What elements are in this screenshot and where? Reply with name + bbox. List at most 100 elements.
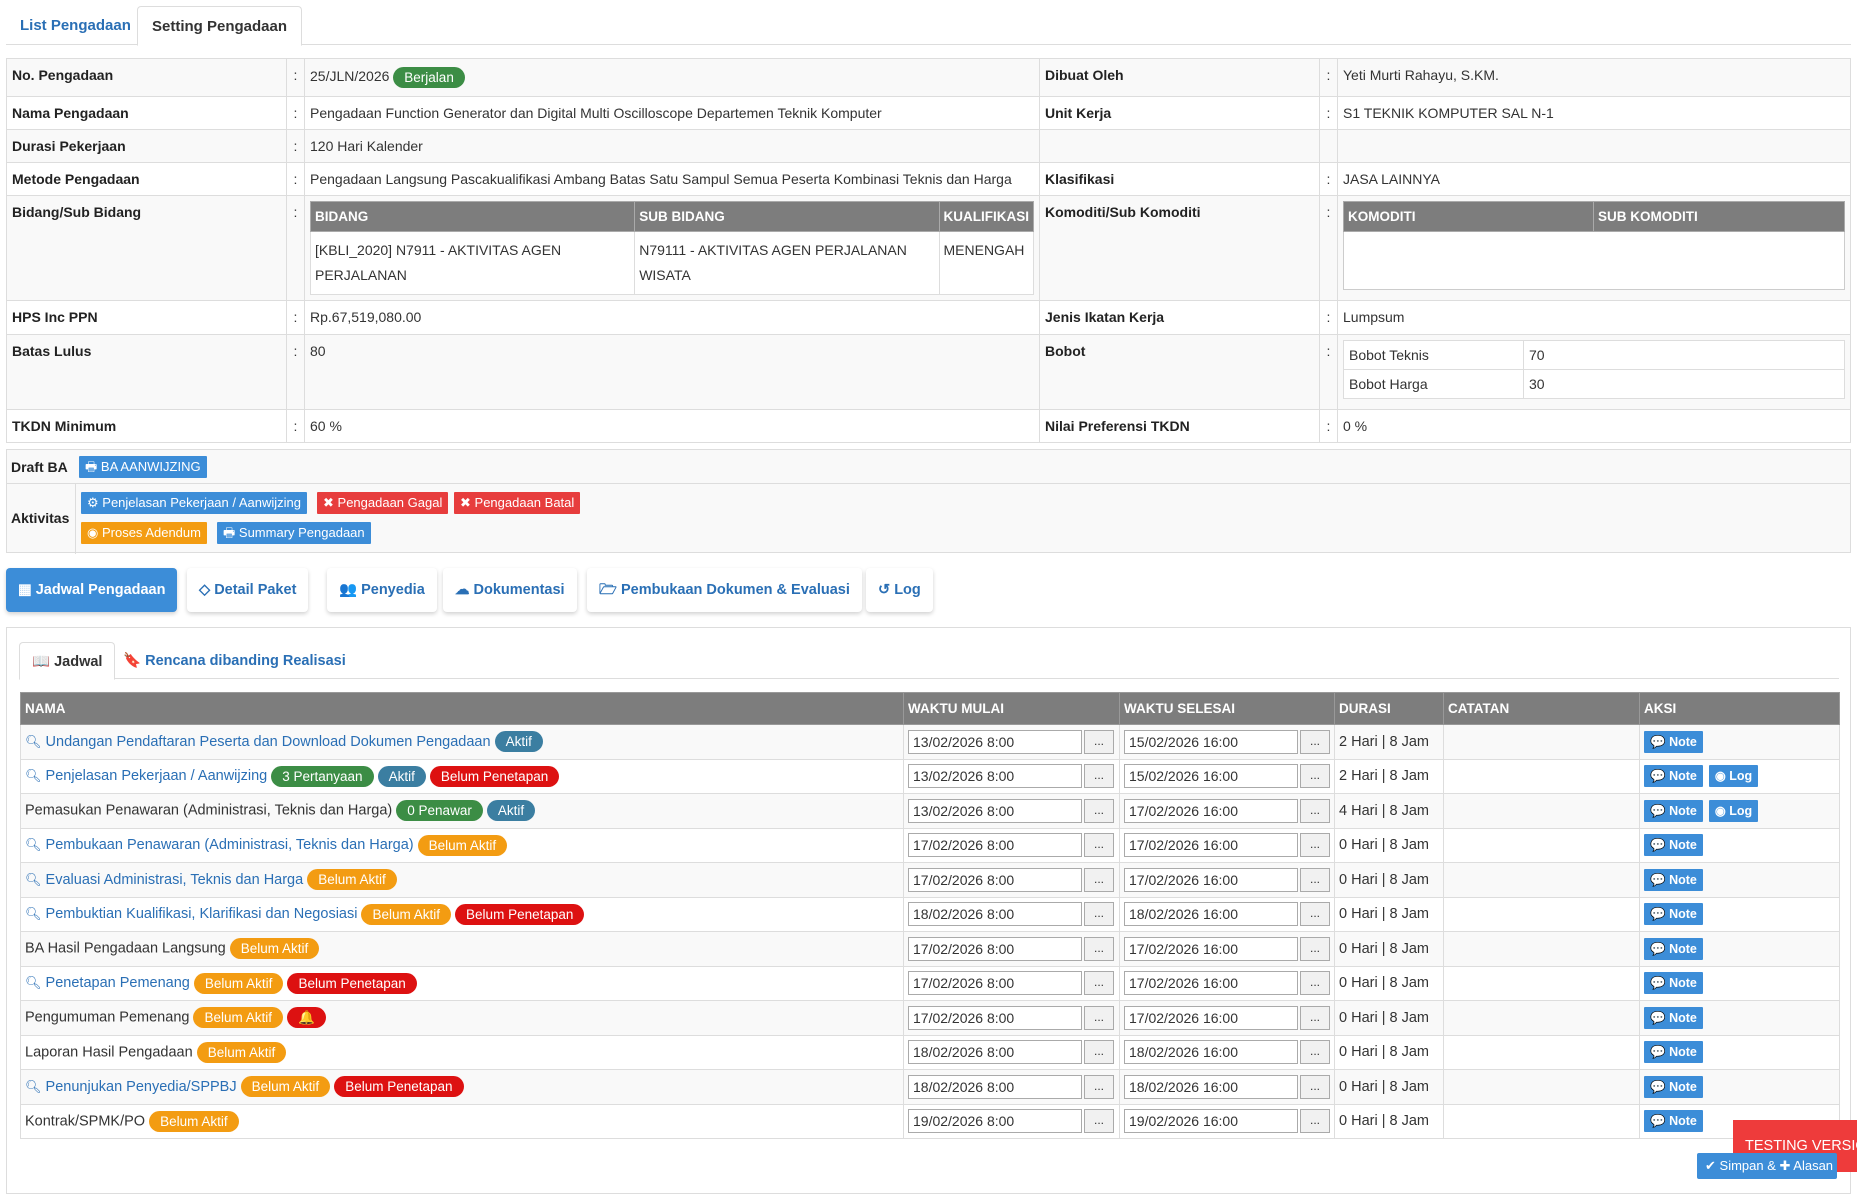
proses-adendum-button[interactable]: ◉ Proses Adendum <box>81 522 207 544</box>
note-button[interactable]: 💬 Note <box>1644 765 1703 788</box>
ba-aanwijzing-button[interactable]: 🖶 BA AANWIJZING <box>79 456 207 478</box>
penjelasan-button[interactable]: ⚙ Penjelasan Pekerjaan / Aanwijzing <box>81 492 308 514</box>
start-time-input[interactable]: 13/02/2026 8:00 <box>908 729 1082 754</box>
duration-cell: 0 Hari | 8 Jam <box>1334 965 1444 1001</box>
end-time-picker-button[interactable]: ... <box>1300 833 1330 858</box>
subtab-jadwal[interactable]: 📖 Jadwal <box>19 642 116 680</box>
start-time-input[interactable]: 18/02/2026 8:00 <box>908 1074 1082 1099</box>
end-time-input[interactable]: 17/02/2026 16:00 <box>1124 1005 1298 1030</box>
note-button[interactable]: 💬 Note <box>1644 799 1703 822</box>
tab-jadwal-pengadaan[interactable]: ▦ Jadwal Pengadaan <box>6 568 178 612</box>
duration-cell: 0 Hari | 8 Jam <box>1334 827 1444 863</box>
start-time-input[interactable]: 17/02/2026 8:00 <box>908 867 1082 892</box>
tab-detail-paket[interactable]: ◇ Detail Paket <box>187 568 309 612</box>
schedule-item-link[interactable]: 🔍︎ Penunjukan Penyedia/SPPBJ <box>25 1078 237 1095</box>
note-button[interactable]: 💬 Note <box>1644 903 1703 926</box>
schedule-item-link[interactable]: 🔍︎ Undangan Pendaftaran Peserta dan Down… <box>25 733 491 750</box>
end-time-input[interactable]: 15/02/2026 16:00 <box>1124 764 1298 789</box>
end-time-picker-button[interactable]: ... <box>1300 764 1330 789</box>
note-button[interactable]: 💬 Note <box>1644 972 1703 995</box>
schedule-item-link[interactable]: 🔍︎ Penjelasan Pekerjaan / Aanwijzing <box>25 768 268 785</box>
schedule-item-link[interactable]: 🔍︎ Evaluasi Administrasi, Teknis dan Har… <box>25 871 304 888</box>
end-time-input[interactable]: 18/02/2026 16:00 <box>1124 902 1298 927</box>
end-time-picker-button[interactable]: ... <box>1300 902 1330 927</box>
tab-log[interactable]: ↺ Log <box>866 568 933 612</box>
note-button[interactable]: 💬 Note <box>1644 730 1703 753</box>
end-time-picker-button[interactable]: ... <box>1300 1040 1330 1065</box>
start-time-picker-button[interactable]: ... <box>1084 729 1114 754</box>
start-time-picker-button[interactable]: ... <box>1084 971 1114 996</box>
end-time-input[interactable]: 17/02/2026 16:00 <box>1124 798 1298 823</box>
note-button[interactable]: 💬 Note <box>1644 868 1703 891</box>
end-time-picker-button[interactable]: ... <box>1300 729 1330 754</box>
note-button[interactable]: 💬 Note <box>1644 1006 1703 1029</box>
start-time-picker-button[interactable]: ... <box>1084 1109 1114 1134</box>
tab-dokumentasi[interactable]: ☁ Dokumentasi <box>443 568 577 612</box>
log-button[interactable]: ◉ Log <box>1708 799 1759 822</box>
start-time-picker-button[interactable]: ... <box>1084 936 1114 961</box>
note-button[interactable]: 💬 Note <box>1644 1110 1703 1133</box>
end-time-picker-button[interactable]: ... <box>1300 936 1330 961</box>
search-icon: 🔍︎ <box>25 906 42 922</box>
start-time-input[interactable]: 13/02/2026 8:00 <box>908 764 1082 789</box>
start-time-picker-button[interactable]: ... <box>1084 833 1114 858</box>
simpan-button[interactable]: ✔ Simpan & ✚ Alasan <box>1697 1153 1837 1179</box>
end-time-picker-button[interactable]: ... <box>1300 971 1330 996</box>
label-jenis-ikatan: Jenis Ikatan Kerja <box>1039 300 1320 335</box>
end-time-picker-button[interactable]: ... <box>1300 867 1330 892</box>
tab-pembukaan-dokumen[interactable]: 🗁 Pembukaan Dokumen & Evaluasi <box>587 568 862 612</box>
comments-icon: 💬 <box>1650 1114 1666 1129</box>
end-time-input[interactable]: 17/02/2026 16:00 <box>1124 936 1298 961</box>
tab-penyedia[interactable]: 👥 Penyedia <box>327 568 437 612</box>
aksi-cell: 💬 Note <box>1639 896 1840 932</box>
end-time-input[interactable]: 17/02/2026 16:00 <box>1124 833 1298 858</box>
search-icon: 🔍︎ <box>25 768 42 784</box>
end-time-picker-button[interactable]: ... <box>1300 1005 1330 1030</box>
note-button[interactable]: 💬 Note <box>1644 1075 1703 1098</box>
note-button[interactable]: 💬 Note <box>1644 937 1703 960</box>
schedule-item-link[interactable]: 🔍︎ Penetapan Pemenang <box>25 975 190 992</box>
start-time-input[interactable]: 18/02/2026 8:00 <box>908 902 1082 927</box>
end-time-picker-button[interactable]: ... <box>1300 798 1330 823</box>
end-time-input[interactable]: 19/02/2026 16:00 <box>1124 1109 1298 1134</box>
start-time-input[interactable]: 17/02/2026 8:00 <box>908 936 1082 961</box>
subtab-rencana[interactable]: 🔖 Rencana dibanding Realisasi <box>123 653 346 669</box>
start-time-input[interactable]: 17/02/2026 8:00 <box>908 1005 1082 1030</box>
start-time-input[interactable]: 19/02/2026 8:00 <box>908 1109 1082 1134</box>
start-time-picker-button[interactable]: ... <box>1084 1074 1114 1099</box>
end-time-input[interactable]: 15/02/2026 16:00 <box>1124 729 1298 754</box>
note-button[interactable]: 💬 Note <box>1644 1041 1703 1064</box>
start-time-picker-button[interactable]: ... <box>1084 798 1114 823</box>
start-time-input[interactable]: 17/02/2026 8:00 <box>908 971 1082 996</box>
pengadaan-gagal-button[interactable]: ✖ Pengadaan Gagal <box>317 492 449 514</box>
tab-list-pengadaan[interactable]: List Pengadaan <box>20 17 131 34</box>
table-row: Kontrak/SPMK/PO Belum Aktif 19/02/2026 8:… <box>20 1103 1840 1139</box>
start-time-picker-button[interactable]: ... <box>1084 867 1114 892</box>
end-time-picker-button[interactable]: ... <box>1300 1109 1330 1134</box>
start-time-picker-button[interactable]: ... <box>1084 764 1114 789</box>
summary-pengadaan-button[interactable]: 🖶 Summary Pengadaan <box>217 522 371 544</box>
start-time-input[interactable]: 18/02/2026 8:00 <box>908 1040 1082 1065</box>
start-time-input[interactable]: 17/02/2026 8:00 <box>908 833 1082 858</box>
note-button[interactable]: 💬 Note <box>1644 834 1703 857</box>
end-time-input[interactable]: 18/02/2026 16:00 <box>1124 1040 1298 1065</box>
tab-setting-pengadaan[interactable]: Setting Pengadaan <box>137 6 303 46</box>
pengadaan-batal-button[interactable]: ✖ Pengadaan Batal <box>454 492 581 514</box>
start-time-picker-button[interactable]: ... <box>1084 902 1114 927</box>
comments-icon: 💬 <box>1650 976 1666 991</box>
log-button[interactable]: ◉ Log <box>1708 765 1759 788</box>
schedule-name-cell: 🔍︎ Penjelasan Pekerjaan / Aanwijzing 3 P… <box>20 758 904 794</box>
end-time-input[interactable]: 18/02/2026 16:00 <box>1124 1074 1298 1099</box>
end-time-input[interactable]: 17/02/2026 16:00 <box>1124 971 1298 996</box>
end-time-input[interactable]: 17/02/2026 16:00 <box>1124 867 1298 892</box>
start-time-picker-button[interactable]: ... <box>1084 1040 1114 1065</box>
label-komoditi: Komoditi/Sub Komoditi <box>1039 195 1320 301</box>
start-time-picker-button[interactable]: ... <box>1084 1005 1114 1030</box>
preferensi-value: 0 % <box>1337 409 1851 443</box>
start-time-input[interactable]: 13/02/2026 8:00 <box>908 798 1082 823</box>
metode-value: Pengadaan Langsung Pascakualifikasi Amba… <box>304 162 1040 196</box>
schedule-item-link[interactable]: 🔍︎ Pembuktian Kualifikasi, Klarifikasi d… <box>25 906 358 923</box>
print-icon: 🖶 <box>85 459 98 474</box>
end-time-picker-button[interactable]: ... <box>1300 1074 1330 1099</box>
schedule-item-link[interactable]: 🔍︎ Pembukaan Penawaran (Administrasi, Te… <box>25 837 414 854</box>
